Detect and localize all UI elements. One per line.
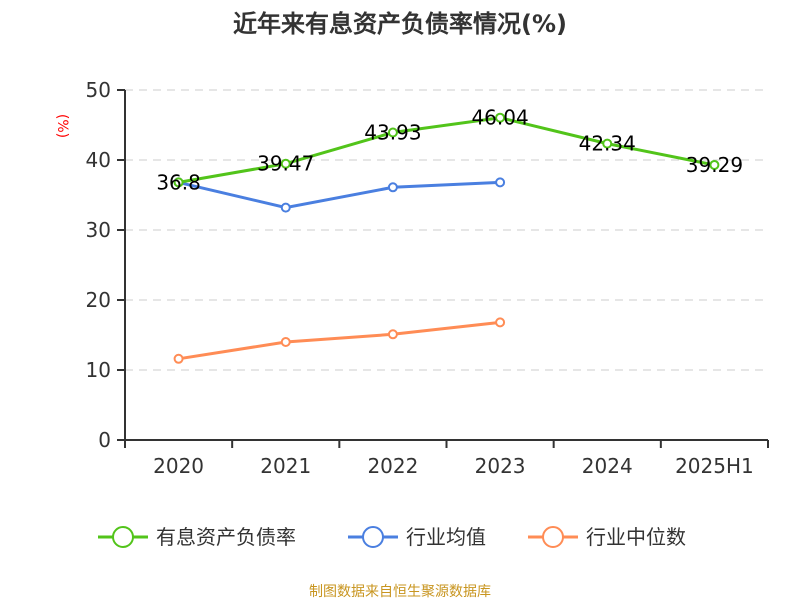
y-tick-label: 0 (98, 428, 111, 452)
data-point (387, 329, 398, 340)
data-point (387, 127, 398, 138)
x-tick-label: 2020 (153, 454, 204, 478)
x-tick-label: 2024 (582, 454, 633, 478)
series-line (178, 320, 501, 361)
legend-label: 行业均值 (406, 525, 486, 549)
data-point (495, 317, 506, 328)
data-point (709, 159, 720, 170)
source-note: 制图数据来自恒生聚源数据库 (309, 584, 491, 600)
data-label: 43.93 (364, 120, 421, 144)
legend-marker (362, 526, 384, 548)
data-point (495, 177, 506, 188)
data-label: 42.34 (579, 132, 636, 156)
data-label: 39.47 (257, 152, 314, 176)
data-point (602, 138, 613, 149)
x-tick-label: 2022 (367, 454, 418, 478)
data-point (387, 182, 398, 193)
y-axis-label: (%) (54, 114, 70, 138)
legend-item[interactable]: 行业均值 (348, 525, 486, 549)
data-point (280, 158, 291, 169)
data-label: 36.8 (156, 170, 201, 194)
legend-marker (542, 526, 564, 548)
y-tick-label: 10 (86, 358, 111, 382)
legend-marker (112, 526, 134, 548)
x-tick-label: 2025H1 (675, 454, 754, 478)
x-tick-label: 2023 (475, 454, 526, 478)
data-point (280, 202, 291, 213)
data-label: 46.04 (471, 106, 528, 130)
data-point (280, 337, 291, 347)
legend-item[interactable]: 行业中位数 (528, 525, 686, 549)
data-label: 39.29 (686, 153, 743, 177)
y-tick-label: 30 (86, 218, 111, 242)
y-tick-label: 20 (86, 288, 111, 312)
y-tick-label: 50 (86, 78, 111, 102)
data-point (173, 353, 184, 364)
y-tick-label: 40 (86, 148, 111, 172)
data-point (495, 112, 506, 123)
legend-label: 行业中位数 (586, 525, 686, 549)
x-tick-label: 2021 (260, 454, 311, 478)
data-point (173, 177, 184, 188)
chart-title: 近年来有息资产负债率情况(%) (233, 10, 567, 38)
series-line (178, 180, 501, 210)
legend-item[interactable]: 有息资产负债率 (98, 525, 296, 549)
series-line (178, 116, 715, 184)
legend-label: 有息资产负债率 (156, 525, 296, 549)
